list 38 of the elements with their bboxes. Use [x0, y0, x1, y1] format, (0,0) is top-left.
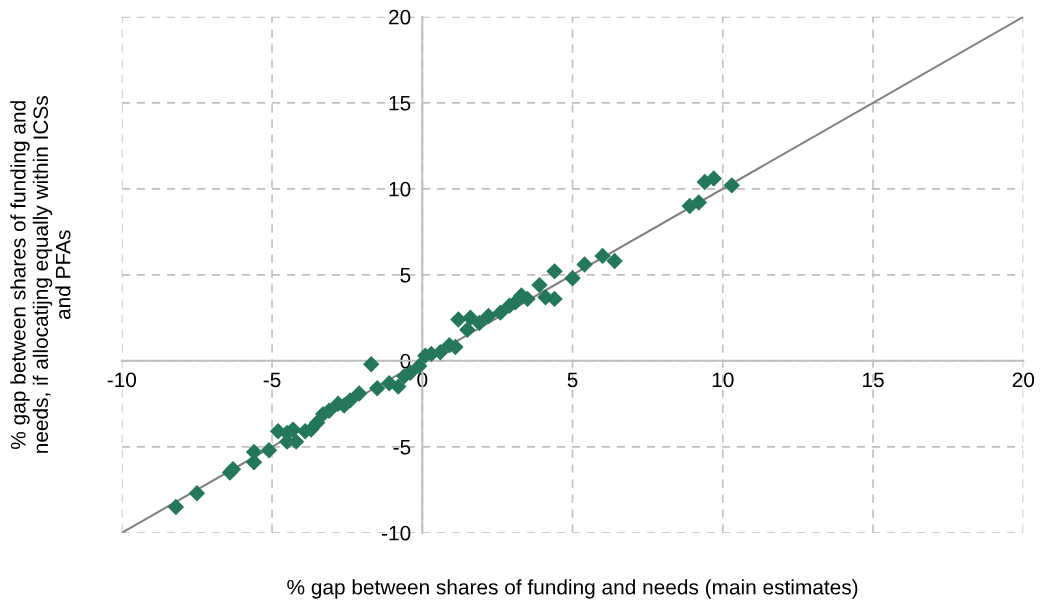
point: [350, 385, 368, 402]
point: [546, 263, 563, 280]
point: [492, 304, 509, 321]
point: [224, 460, 242, 478]
point: [690, 194, 707, 211]
x-tick-label: 15: [863, 372, 884, 388]
y-tick-label: 5: [400, 268, 411, 283]
y-tick-label: -5: [393, 440, 411, 455]
y-tick-label: -10: [382, 525, 411, 541]
point: [260, 442, 278, 459]
point: [471, 314, 488, 332]
x-tick-label: 5: [567, 372, 578, 388]
point: [167, 498, 185, 516]
y-axis-title: % gap between shares of funding and needs, if allocatijng equally within ICSs and PFAs: [10, 96, 71, 453]
y-tick-label: 10: [389, 181, 411, 197]
y-tick-label: 15: [389, 96, 411, 111]
point: [594, 247, 611, 265]
point: [606, 252, 623, 270]
point: [450, 311, 467, 328]
y-tick-label: 20: [389, 9, 411, 25]
x-tick-label: -10: [107, 372, 137, 388]
point: [576, 256, 593, 273]
x-tick-label: 10: [712, 372, 734, 388]
point: [480, 307, 497, 325]
point: [390, 378, 407, 395]
x-axis-title: % gap between shares of funding and needs (main estimates): [287, 579, 858, 599]
point: [363, 356, 380, 373]
point: [531, 276, 548, 294]
point: [341, 392, 359, 409]
point: [459, 321, 476, 339]
point: [188, 485, 206, 502]
point: [705, 170, 722, 187]
point: [564, 270, 581, 287]
x-tick-label: -5: [263, 372, 281, 388]
point: [723, 177, 741, 194]
point: [369, 380, 386, 397]
x-tick-label: 20: [1012, 372, 1035, 388]
x-tick-label: 0: [417, 372, 428, 388]
